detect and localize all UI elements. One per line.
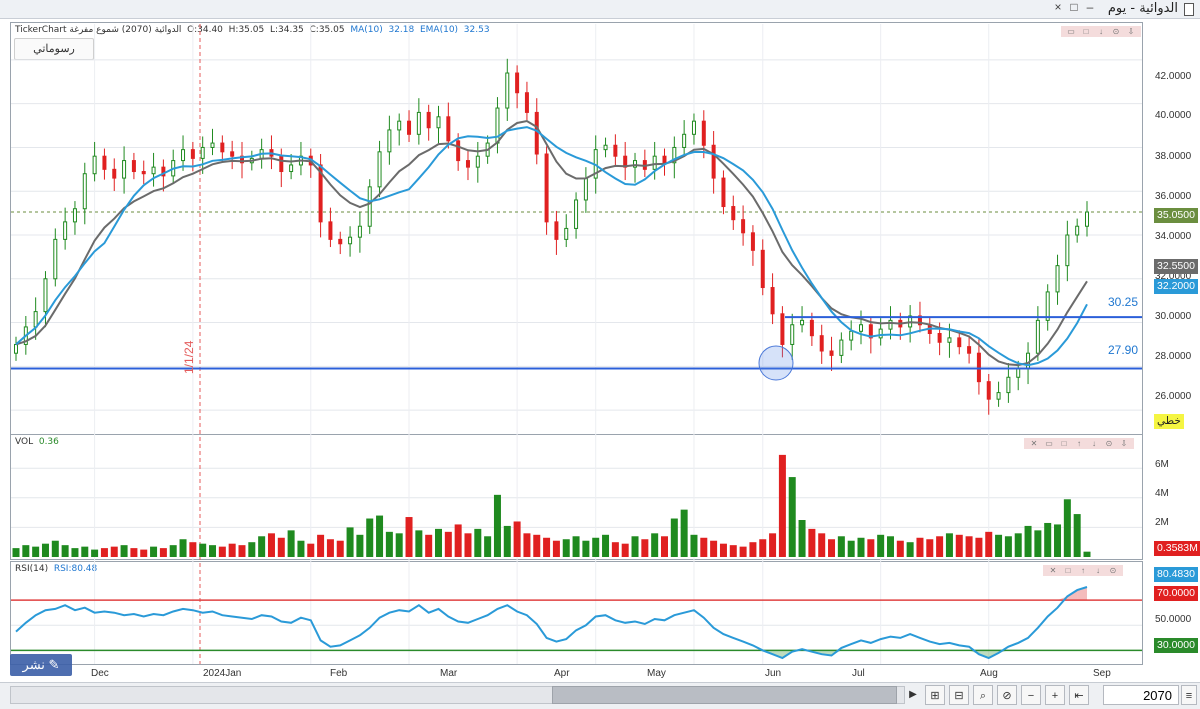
support-level-label: 27.90 [1108,343,1139,357]
pane-down-icon[interactable]: ↓ [1096,566,1100,575]
open-value: O:34.40 [187,25,223,35]
volume-tag: 0.3583M [1154,541,1200,556]
ma-price-tag: 32.2000 [1154,279,1198,294]
volume-tick: 2M [1155,517,1169,528]
my-drawings-button[interactable]: رسوماتي [14,38,94,60]
last-price-tag: 35.0500 [1154,208,1198,223]
ema-price-tag: 32.5500 [1154,259,1198,274]
source-label: TickerChart [15,25,67,35]
restore-window-button[interactable]: □ [1070,0,1078,14]
line-type-tag[interactable]: خطي [1154,414,1184,429]
volume-label: VOL [15,437,34,447]
rsi-lower-tag: 30.0000 [1154,638,1198,653]
date-marker-label: 1/1/24 [182,340,196,374]
rsi-pane[interactable]: RSI(14) RSI:80.48 ✕ □ ↑ ↓ ⊙ [10,561,1143,665]
price-tick: 34.0000 [1155,231,1192,242]
price-tick: 26.0000 [1155,391,1192,402]
chart-type: شموع مفرغة [69,25,119,35]
pane-restore-icon[interactable]: ▭ [1067,27,1075,36]
pane-up-icon[interactable]: ↑ [1077,439,1081,448]
ma-value: 32.18 [388,25,415,35]
volume-value: 0.36 [38,437,59,447]
window-title: الدوائية - يوم [1107,1,1178,16]
window-controls: × □ – [1050,0,1098,14]
zoom-out-icon[interactable]: − [1021,685,1041,705]
price-tick: 32.0000 [1155,271,1192,282]
volume-tick: 4M [1155,488,1169,499]
price-tick: 36.0000 [1155,191,1192,202]
pane-maximize-icon[interactable]: □ [1061,439,1067,448]
price-tick: 40.0000 [1155,110,1192,121]
pencil-icon: ✎ [48,657,60,672]
time-tick: 2024Jan [203,668,242,679]
time-tick: May [647,668,666,679]
time-tick: Jul [852,668,865,679]
time-tick: Mar [440,668,458,679]
zoom-in-icon[interactable]: + [1045,685,1065,705]
symbol-name: الدوائية (2070) [121,25,182,35]
volume-pane-buttons: ✕ ▭ □ ↑ ↓ ⊙ ⇩ [1024,438,1134,449]
time-tick: Apr [554,668,570,679]
scroll-right-arrow-icon[interactable]: ▶ [909,689,917,700]
pane-restore-icon[interactable]: ▭ [1045,439,1053,448]
rsi-upper-tag: 70.0000 [1154,586,1198,601]
time-tick: Feb [330,668,348,679]
rsi-tick: 50.0000 [1155,614,1192,625]
volume-header: VOL 0.36 [15,437,59,447]
pane-close-icon[interactable]: ✕ [1030,439,1038,448]
price-pane-buttons: ▭ □ ↓ ⊙ ⇩ [1061,26,1141,37]
window-title-bar: × □ – الدوائية - يوم [0,0,1200,19]
publish-button[interactable]: نشر ✎ [10,654,72,676]
high-value: H:35.05 [228,25,265,35]
rsi-value: RSI:80.48 [53,564,98,574]
price-header: TickerChart الدوائية (2070) شموع مفرغة O… [15,25,490,35]
close-window-button[interactable]: × [1054,0,1062,14]
low-value: L:34.35 [269,25,304,35]
rsi-label: RSI(14) [15,564,49,574]
pane-settings-icon[interactable]: ⊙ [1112,27,1120,36]
pane-settings-icon[interactable]: ⊙ [1109,566,1117,575]
ema-value: 32.53 [463,25,490,35]
pane-maximize-icon[interactable]: □ [1083,27,1089,36]
symbol-menu-icon[interactable]: ≡ [1181,685,1197,705]
price-tick: 42.0000 [1155,71,1192,82]
pane-down-icon[interactable]: ↓ [1092,439,1096,448]
zoom-reset-icon[interactable]: ⊟ [949,685,969,705]
symbol-input[interactable]: 2070 [1103,685,1179,705]
zoom-fit-icon[interactable]: ⊞ [925,685,945,705]
ema-label: EMA(10) [419,25,459,35]
price-tick: 30.0000 [1155,311,1192,322]
pane-settings-icon[interactable]: ⊙ [1105,439,1113,448]
price-tick: 38.0000 [1155,151,1192,162]
rsi-header: RSI(14) RSI:80.48 [15,564,97,574]
time-tick: Aug [980,668,998,679]
resistance-level-label: 30.25 [1108,295,1139,309]
time-tick: Dec [91,668,109,679]
pane-up-icon[interactable]: ↑ [1081,566,1085,575]
pane-collapse-icon[interactable]: ⇩ [1127,27,1135,36]
pane-down-icon[interactable]: ↓ [1099,27,1103,36]
time-tick: Sep [1093,668,1111,679]
volume-tick: 6M [1155,459,1169,470]
time-tick: Jun [765,668,782,679]
ma-label: MA(10) [350,25,383,35]
minimize-window-button[interactable]: – [1086,0,1094,14]
zoom-select-icon[interactable]: ⌕ [973,685,993,705]
pane-close-icon[interactable]: ✕ [1049,566,1057,575]
close-value: C:35.05 [309,25,345,35]
zoom-toggle-icon[interactable]: ⊘ [997,685,1017,705]
pane-collapse-icon[interactable]: ⇩ [1120,439,1128,448]
pane-maximize-icon[interactable]: □ [1065,566,1071,575]
price-pane[interactable]: TickerChart الدوائية (2070) شموع مفرغة O… [10,22,1143,436]
go-start-icon[interactable]: ⇤ [1069,685,1089,705]
volume-pane[interactable]: VOL 0.36 ✕ ▭ □ ↑ ↓ ⊙ ⇩ [10,434,1143,560]
price-tick: 28.0000 [1155,351,1192,362]
rsi-value-tag: 80.4830 [1154,567,1198,582]
document-icon [1184,3,1194,16]
scrollbar-thumb[interactable] [552,686,897,704]
rsi-pane-buttons: ✕ □ ↑ ↓ ⊙ [1043,565,1123,576]
publish-label: نشر [22,657,45,672]
